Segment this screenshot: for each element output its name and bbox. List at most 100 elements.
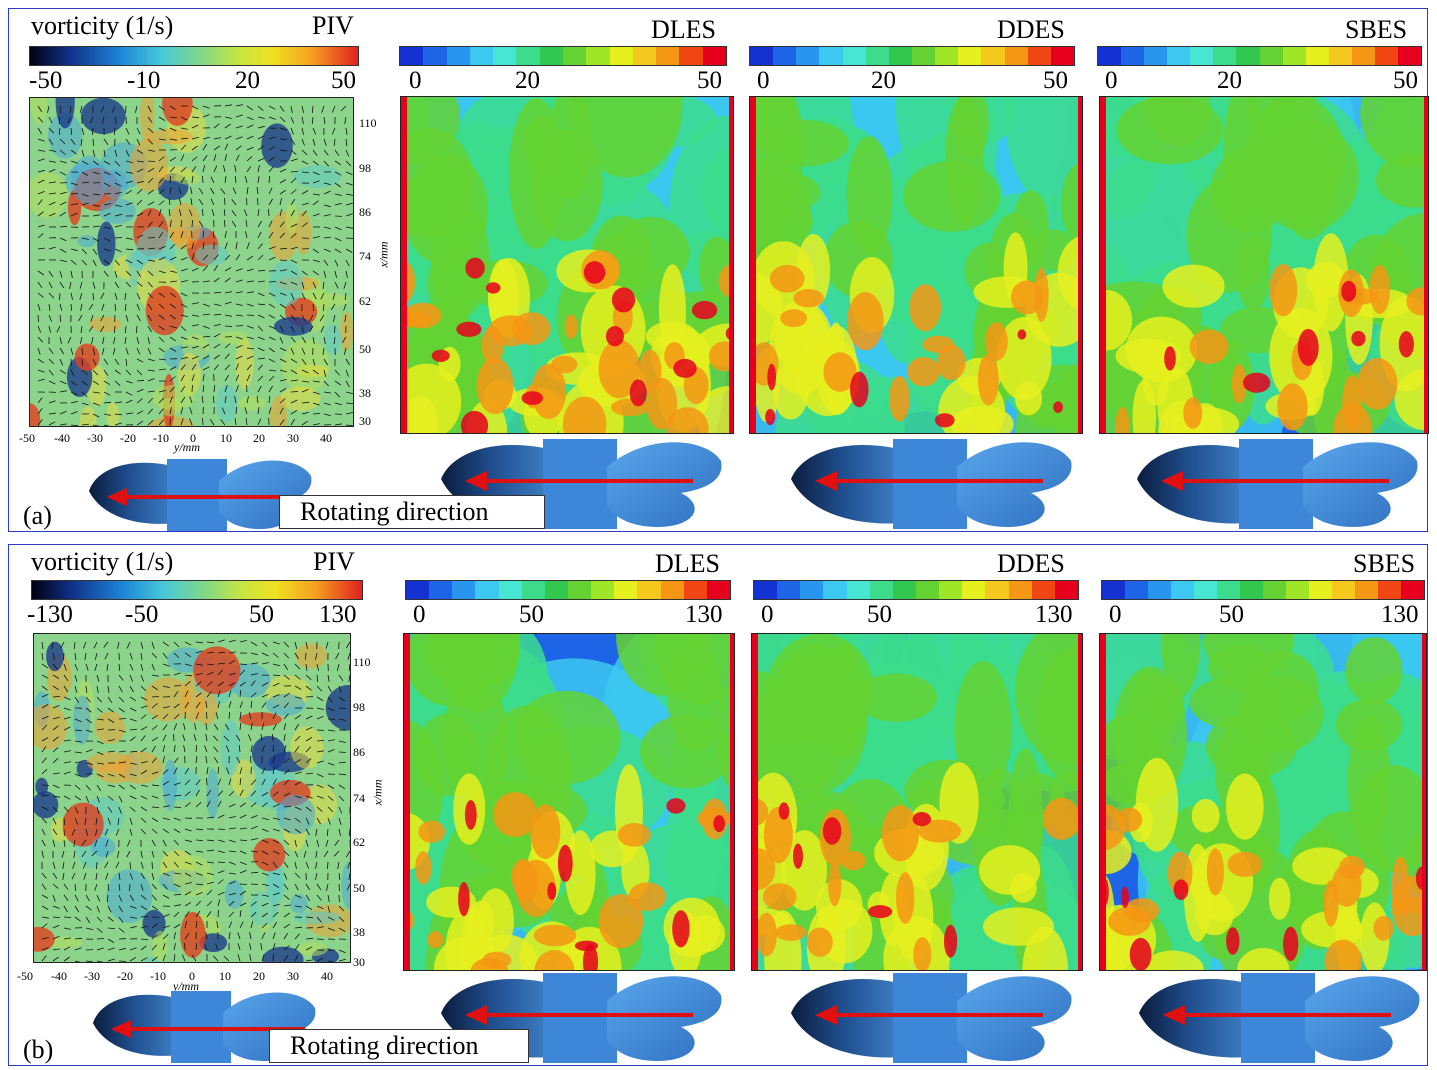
velocity-vector (345, 424, 353, 426)
colorbar-swatch (796, 47, 820, 65)
velocity-vector (213, 323, 221, 327)
velocity-vector (124, 292, 127, 300)
velocity-vector (345, 202, 353, 206)
velocity-vector (323, 138, 327, 146)
velocity-vector (195, 692, 202, 698)
velocity-vector (257, 269, 266, 272)
velocity-vector (213, 165, 218, 173)
velocity-vector (301, 171, 310, 173)
contour-region (1269, 264, 1298, 317)
velocity-vector (84, 652, 87, 660)
velocity-vector (114, 160, 121, 167)
velocity-vector (228, 701, 232, 709)
contour-region (1206, 848, 1224, 896)
velocity-vector (290, 149, 297, 155)
velocity-vector (283, 652, 290, 659)
velocity-vector (112, 347, 116, 355)
velocity-vector (41, 894, 49, 899)
contour-region (563, 396, 607, 433)
velocity-vector (224, 314, 232, 317)
velocity-vector (294, 696, 302, 699)
velocity-vector (250, 871, 259, 874)
vorticity-region (251, 735, 286, 771)
vorticity-region (295, 210, 312, 255)
velocity-vector (70, 192, 79, 195)
y-axis-label: y/mm (174, 440, 200, 454)
velocity-vector (85, 828, 88, 836)
velocity-vector (228, 932, 231, 940)
velocity-vector (228, 872, 236, 875)
velocity-vector (70, 248, 78, 252)
velocity-vector (294, 714, 302, 720)
velocity-vector (81, 369, 88, 375)
velocity-vector (224, 176, 227, 184)
colorbar-swatch (1374, 47, 1399, 65)
contour-region (598, 894, 644, 949)
velocity-vector (136, 189, 143, 195)
colorbar-swatch (1031, 581, 1055, 599)
velocity-vector (283, 945, 290, 951)
velocity-vector (217, 850, 225, 853)
velocity-vector (126, 850, 131, 858)
velocity-vector (215, 712, 219, 720)
vorticity-region (102, 169, 129, 199)
velocity-vector (117, 817, 120, 825)
velocity-vector (327, 960, 335, 962)
velocity-vector (180, 154, 185, 162)
contour-region (771, 651, 868, 792)
velocity-vector (96, 773, 104, 778)
velocity-vector (283, 894, 290, 900)
velocity-vector (323, 358, 328, 366)
velocity-vector (283, 758, 290, 764)
velocity-vector (316, 926, 324, 929)
velocity-vector (103, 380, 111, 386)
colorbar-swatch (1213, 47, 1237, 65)
velocity-vector (330, 303, 336, 311)
velocity-vector (216, 921, 219, 929)
velocity-vector (312, 336, 315, 344)
vorticity-region (34, 791, 59, 819)
velocity-vector (129, 861, 131, 870)
dles-cbar-tick: 50 (519, 601, 544, 628)
velocity-vector (294, 759, 302, 764)
velocity-vector (333, 138, 336, 147)
velocity-vector (74, 883, 77, 892)
contour-region (1017, 329, 1027, 340)
velocity-vector (48, 325, 51, 333)
colorbar-swatch (1351, 47, 1375, 65)
velocity-vector (114, 325, 116, 334)
contour-region (476, 357, 514, 414)
contour-region (750, 97, 798, 153)
velocity-vector (195, 921, 198, 929)
velocity-vector (96, 861, 98, 870)
velocity-vector (184, 932, 190, 940)
velocity-vector (257, 135, 265, 140)
velocity-vector (107, 696, 113, 704)
velocity-vector (48, 192, 56, 195)
velocity-vector (52, 935, 60, 940)
velocity-vector (184, 850, 192, 856)
y-tick: -20 (117, 969, 133, 983)
velocity-vector (92, 281, 96, 289)
velocity-vector (349, 818, 350, 820)
velocity-vector (191, 253, 195, 261)
velocity-vector (118, 707, 125, 713)
contour-region (415, 851, 432, 885)
velocity-vector (103, 212, 111, 217)
velocity-vector (345, 193, 353, 196)
velocity-vector (221, 407, 226, 415)
velocity-vector (118, 718, 127, 720)
velocity-vector (103, 160, 111, 165)
x-tick: 86 (353, 745, 365, 759)
velocity-vector (349, 718, 350, 719)
velocity-vector (260, 734, 263, 742)
velocity-vector (136, 325, 138, 334)
velocity-vector (332, 292, 336, 300)
ddes-colorbar (749, 46, 1075, 66)
velocity-vector (294, 674, 301, 680)
contour-region (1115, 406, 1130, 433)
velocity-vector (338, 949, 346, 954)
velocity-vector (257, 407, 260, 415)
velocity-vector (173, 690, 179, 698)
velocity-vector (213, 756, 219, 764)
